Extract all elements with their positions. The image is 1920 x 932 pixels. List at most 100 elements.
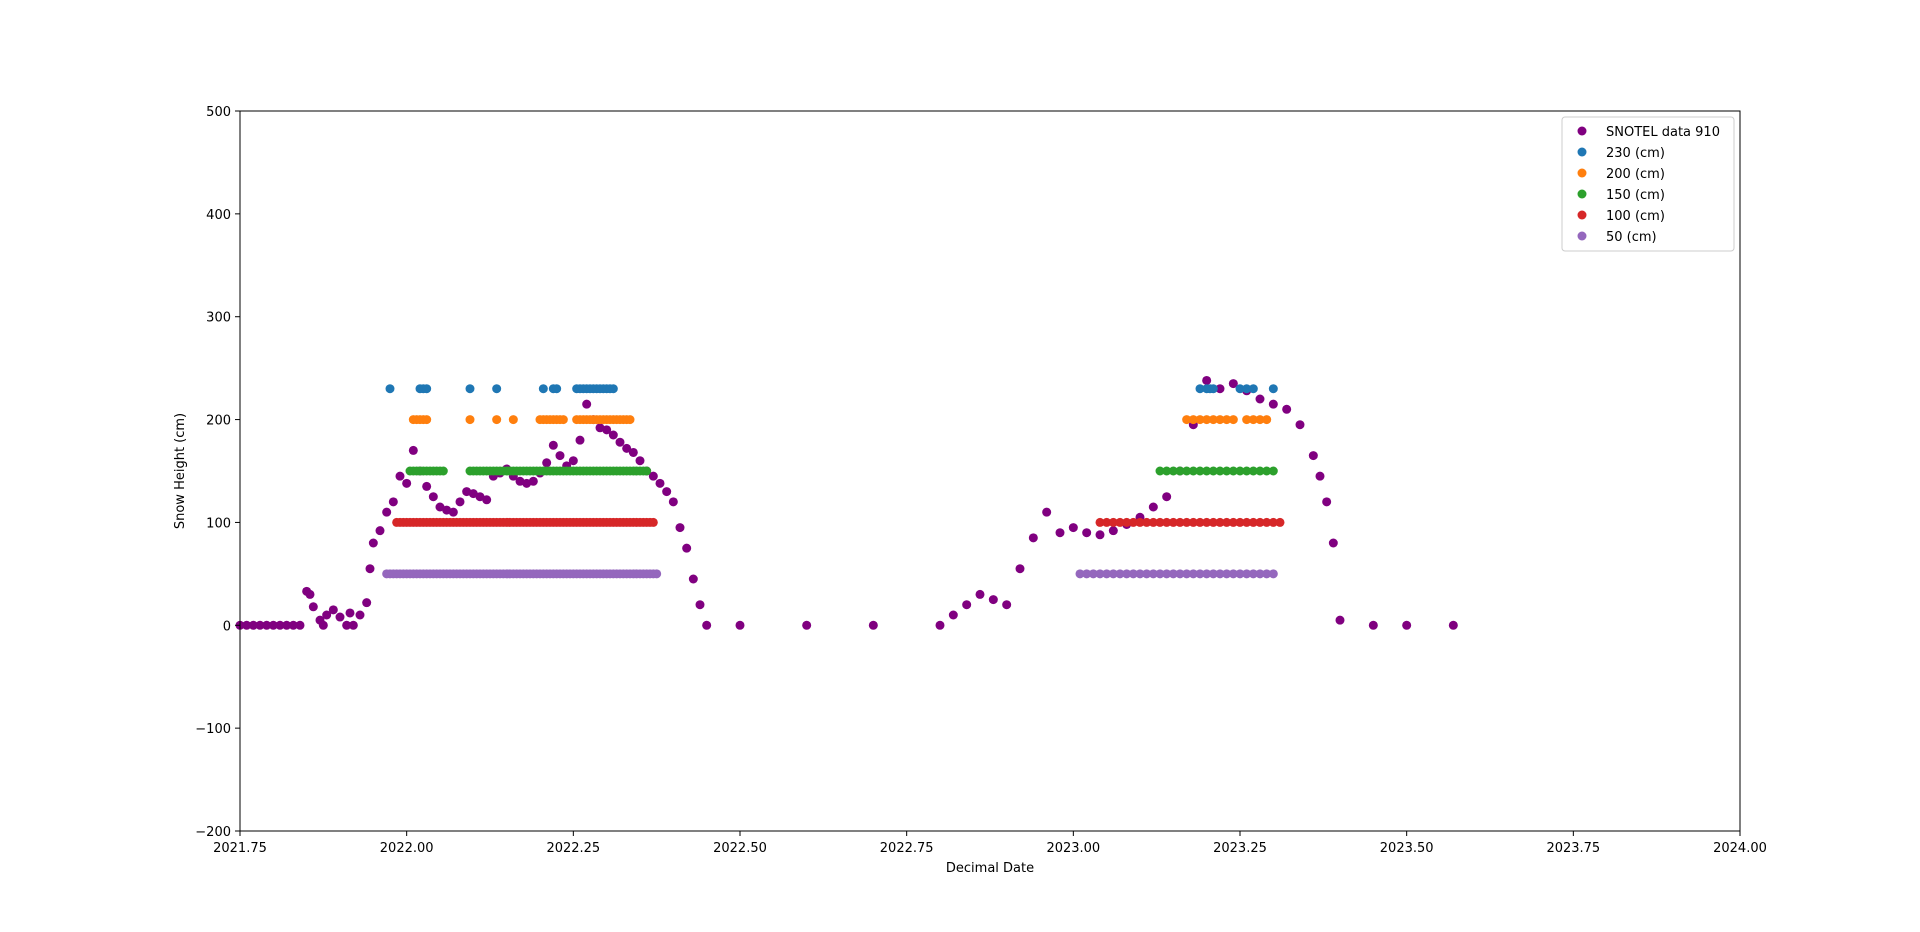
- legend-label: 150 (cm): [1606, 188, 1665, 203]
- data-point: [682, 543, 692, 553]
- data-point: [1202, 415, 1212, 425]
- data-point: [1262, 415, 1272, 425]
- y-tick-label: 400: [206, 208, 231, 223]
- data-point: [662, 487, 672, 497]
- data-point: [1202, 569, 1212, 579]
- data-point: [1102, 569, 1112, 579]
- data-point: [975, 589, 985, 599]
- data-point: [802, 620, 812, 630]
- data-point: [675, 523, 685, 533]
- data-point: [492, 415, 502, 425]
- data-point: [608, 384, 618, 394]
- y-tick-label: −200: [195, 825, 231, 840]
- data-point: [1182, 415, 1192, 425]
- legend-marker: [1577, 189, 1587, 199]
- data-point: [1122, 517, 1132, 527]
- data-point: [1242, 384, 1252, 394]
- data-point: [655, 478, 665, 488]
- data-point: [1228, 517, 1238, 527]
- data-point: [555, 451, 565, 461]
- data-point: [868, 620, 878, 630]
- data-point: [1182, 517, 1192, 527]
- data-point: [1208, 384, 1218, 394]
- data-point: [1095, 517, 1105, 527]
- data-point: [1175, 569, 1185, 579]
- legend-label: 200 (cm): [1606, 167, 1665, 182]
- data-point: [1095, 530, 1105, 540]
- legend-marker: [1577, 168, 1587, 178]
- data-point: [1242, 466, 1252, 476]
- data-point: [948, 610, 958, 620]
- data-point: [1268, 399, 1278, 409]
- data-point: [1255, 415, 1265, 425]
- data-point: [422, 384, 432, 394]
- series-2: [408, 415, 1272, 425]
- data-point: [262, 620, 272, 630]
- data-point: [1215, 466, 1225, 476]
- x-tick-label: 2023.50: [1380, 841, 1434, 856]
- data-point: [628, 447, 638, 457]
- data-point: [388, 497, 398, 507]
- data-point: [988, 595, 998, 605]
- data-point: [935, 620, 945, 630]
- data-point: [362, 598, 372, 608]
- data-point: [1295, 420, 1305, 430]
- data-point: [558, 415, 568, 425]
- data-point: [1255, 517, 1265, 527]
- data-point: [1188, 517, 1198, 527]
- data-point: [1188, 466, 1198, 476]
- data-point: [1208, 569, 1218, 579]
- x-tick-label: 2022.75: [880, 841, 934, 856]
- data-point: [1175, 466, 1185, 476]
- data-point: [542, 458, 552, 468]
- plot-frame: [239, 110, 1741, 832]
- x-tick-label: 2024.00: [1713, 841, 1767, 856]
- data-point: [1142, 517, 1152, 527]
- data-point: [1235, 384, 1245, 394]
- data-point: [608, 430, 618, 440]
- data-point: [1148, 517, 1158, 527]
- data-point: [648, 471, 658, 481]
- legend-box: [1561, 116, 1735, 252]
- data-point: [1235, 466, 1245, 476]
- y-tick-label: 0: [223, 619, 231, 634]
- data-point: [365, 564, 375, 574]
- data-point: [255, 620, 265, 630]
- data-point: [1228, 466, 1238, 476]
- data-point: [1162, 466, 1172, 476]
- y-tick-label: 500: [206, 105, 231, 120]
- data-point: [648, 517, 658, 527]
- data-point: [1128, 569, 1138, 579]
- data-point: [1308, 451, 1318, 461]
- data-point: [268, 620, 278, 630]
- data-point: [1195, 569, 1205, 579]
- data-point: [1102, 517, 1112, 527]
- data-point: [448, 507, 458, 517]
- data-point: [355, 610, 365, 620]
- data-point: [1122, 569, 1132, 579]
- data-point: [508, 415, 518, 425]
- series-3: [405, 466, 1278, 476]
- data-point: [1248, 569, 1258, 579]
- data-point: [1248, 384, 1258, 394]
- x-tick-label: 2022.00: [380, 841, 434, 856]
- data-point: [1242, 517, 1252, 527]
- legend: SNOTEL data 910 230 (cm) 200 (cm) 150 (cm) 1…: [1561, 116, 1735, 252]
- legend-label: 230 (cm): [1606, 146, 1665, 161]
- data-point: [1128, 517, 1138, 527]
- data-point: [1268, 569, 1278, 579]
- data-point: [642, 466, 652, 476]
- data-point: [1335, 615, 1345, 625]
- data-point: [385, 384, 395, 394]
- data-point: [1155, 517, 1165, 527]
- data-point: [395, 471, 405, 481]
- data-point: [1068, 523, 1078, 533]
- data-point: [1095, 569, 1105, 579]
- data-point: [1162, 517, 1172, 527]
- data-point: [1028, 533, 1038, 543]
- data-point: [1002, 600, 1012, 610]
- y-axis-label: Snow Height (cm): [173, 413, 188, 529]
- legend-marker: [1577, 126, 1587, 136]
- data-point: [1268, 466, 1278, 476]
- data-point: [1082, 569, 1092, 579]
